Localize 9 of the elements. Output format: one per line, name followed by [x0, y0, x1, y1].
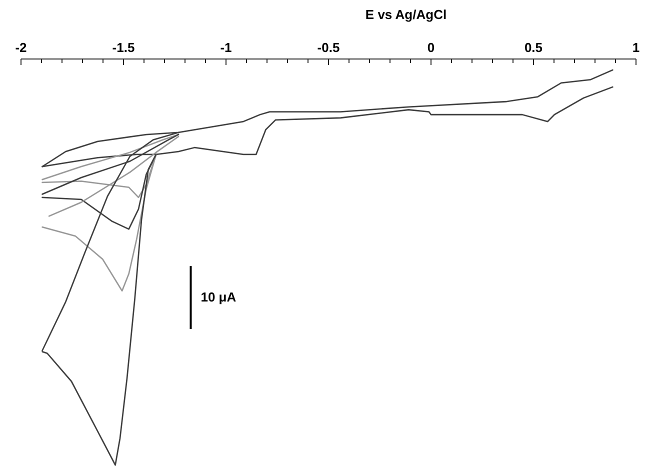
x-tick-label: 0.5 [524, 40, 543, 55]
x-tick-label: 0 [427, 40, 435, 55]
x-tick-label: -1 [220, 40, 232, 55]
x-axis-title: E vs Ag/AgCl [365, 7, 447, 22]
annotation: 10 μA [200, 290, 237, 305]
x-tick-label: -1.5 [112, 40, 135, 55]
x-tick-label: 1 [632, 40, 640, 55]
x-tick-label: -0.5 [317, 40, 340, 55]
x-tick-label: -2 [15, 40, 27, 55]
